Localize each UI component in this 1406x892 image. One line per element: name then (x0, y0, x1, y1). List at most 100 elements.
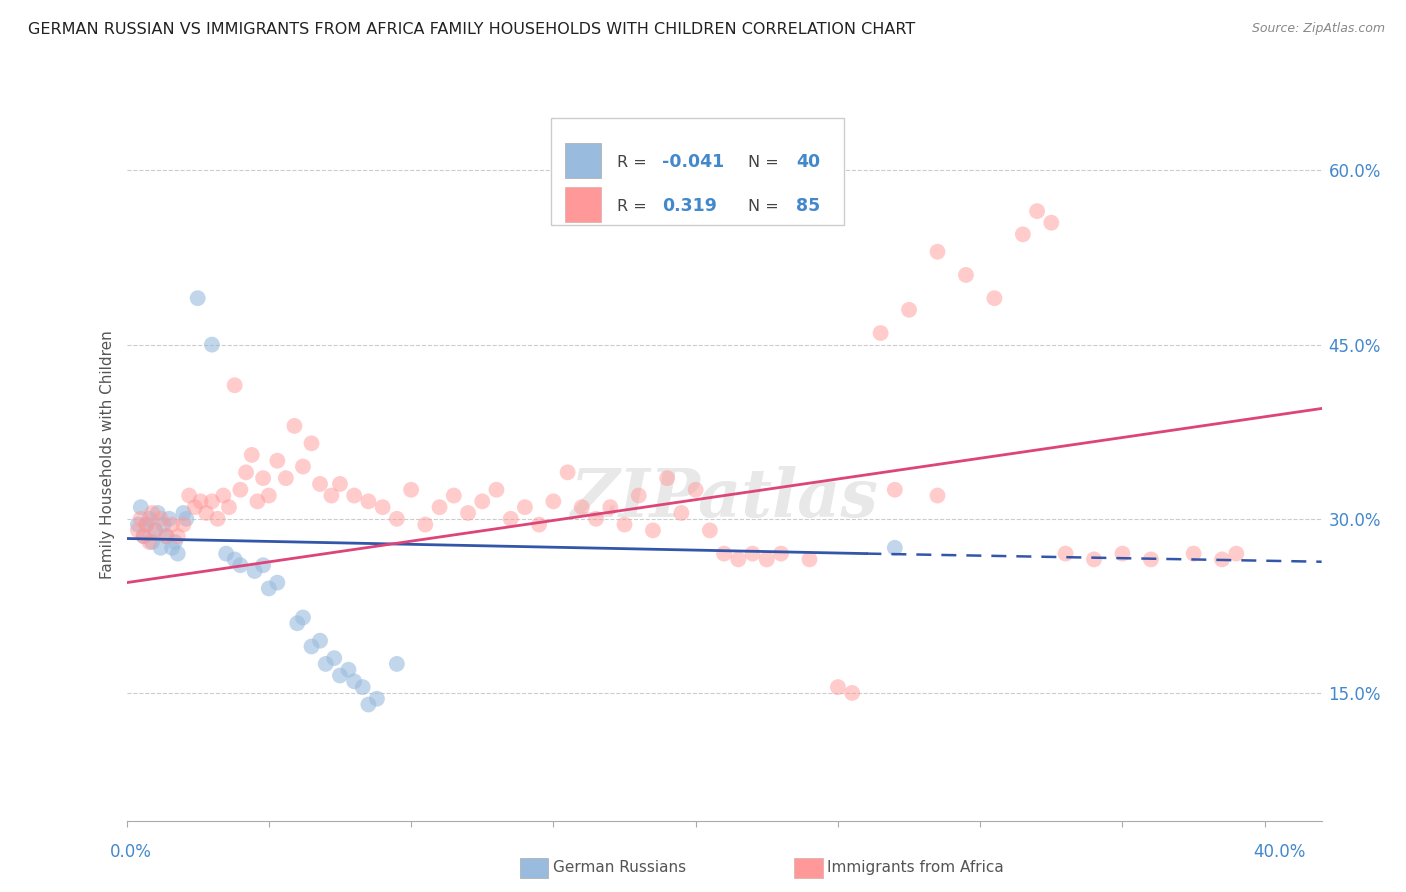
Point (883, 483, 905, 497)
Point (357, 494, 380, 508)
Point (155, 529, 177, 543)
Point (135, 517, 157, 532)
Point (627, 489, 650, 503)
Point (352, 680, 374, 694)
Point (343, 489, 366, 503)
Point (1011, 227, 1033, 242)
Point (215, 547, 238, 561)
Point (983, 291, 1005, 305)
Point (869, 326, 891, 340)
Point (955, 268, 977, 282)
Point (898, 302, 921, 317)
Point (184, 500, 207, 515)
Text: ZIPatlas: ZIPatlas (571, 467, 877, 532)
Point (201, 494, 224, 508)
Point (1040, 216, 1063, 230)
Point (1211, 552, 1233, 566)
Point (274, 471, 297, 485)
FancyBboxPatch shape (551, 119, 844, 225)
Point (149, 512, 172, 526)
Point (291, 610, 314, 624)
Text: 40.0%: 40.0% (1253, 843, 1306, 861)
Point (190, 494, 212, 508)
Point (321, 489, 343, 503)
Point (1111, 547, 1133, 561)
Text: Immigrants from Africa: Immigrants from Africa (827, 860, 1004, 874)
Point (207, 512, 229, 526)
Text: 40: 40 (796, 153, 820, 171)
Point (769, 547, 792, 561)
Point (243, 564, 266, 578)
Point (152, 517, 174, 532)
Point (224, 552, 246, 566)
Text: GERMAN RUSSIAN VS IMMIGRANTS FROM AFRICA FAMILY HOUSEHOLDS WITH CHILDREN CORRELA: GERMAN RUSSIAN VS IMMIGRANTS FROM AFRICA… (28, 22, 915, 37)
Point (246, 494, 269, 508)
Point (309, 477, 332, 491)
Point (499, 512, 522, 526)
Text: Source: ZipAtlas.com: Source: ZipAtlas.com (1251, 22, 1385, 36)
Point (252, 471, 274, 485)
Point (513, 500, 536, 515)
Point (1182, 547, 1205, 561)
Text: 85: 85 (796, 197, 820, 215)
Text: R =: R = (616, 155, 651, 169)
Point (699, 524, 721, 538)
Text: R =: R = (616, 199, 651, 214)
Point (329, 668, 352, 682)
Point (132, 529, 155, 543)
Point (129, 512, 152, 526)
Point (135, 517, 157, 532)
Point (713, 547, 735, 561)
Point (291, 459, 314, 474)
Point (285, 616, 308, 631)
Point (741, 547, 763, 561)
Point (385, 657, 408, 671)
Bar (565, 144, 600, 178)
Point (138, 535, 160, 549)
Text: German Russians: German Russians (553, 860, 686, 874)
Point (224, 378, 246, 392)
Point (127, 524, 149, 538)
Point (657, 471, 679, 485)
Point (599, 500, 621, 515)
Point (337, 663, 360, 677)
Point (141, 535, 163, 549)
Point (229, 483, 252, 497)
Point (132, 529, 155, 543)
Point (257, 582, 280, 596)
Point (301, 640, 323, 654)
Point (371, 500, 394, 515)
Point (827, 680, 849, 694)
Bar (565, 187, 600, 222)
Point (385, 512, 408, 526)
Point (1054, 547, 1077, 561)
Point (557, 466, 579, 480)
Point (166, 529, 188, 543)
Point (927, 489, 949, 503)
Point (1026, 204, 1049, 219)
Y-axis label: Family Households with Children: Family Households with Children (100, 331, 115, 579)
Text: N =: N = (748, 155, 785, 169)
Point (429, 500, 451, 515)
Point (323, 651, 346, 665)
Point (755, 552, 778, 566)
Point (235, 466, 257, 480)
Text: -0.041: -0.041 (662, 153, 724, 171)
Point (1083, 552, 1105, 566)
Point (218, 500, 240, 515)
Point (160, 541, 183, 555)
Point (266, 575, 288, 590)
Point (138, 512, 160, 526)
Point (157, 512, 180, 526)
Point (329, 477, 352, 491)
Text: 0.0%: 0.0% (110, 843, 152, 861)
Point (127, 517, 149, 532)
Point (413, 517, 436, 532)
Point (187, 291, 209, 305)
Point (1225, 547, 1247, 561)
Point (212, 489, 235, 503)
Point (727, 552, 749, 566)
Point (485, 483, 508, 497)
Point (883, 541, 905, 555)
Point (443, 489, 465, 503)
